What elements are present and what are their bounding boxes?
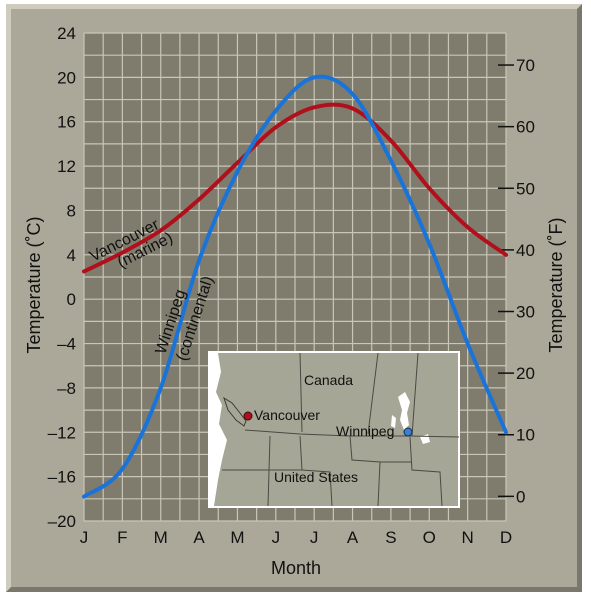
map-borders (222, 352, 460, 507)
y-tick-label-celsius: –8 (57, 379, 76, 398)
map-label-canada: Canada (304, 372, 353, 388)
winnipeg-marker (403, 427, 413, 437)
map-lake-winnipeg (398, 392, 410, 430)
inset-map: Canada United States Vancouver Winnipeg (208, 351, 460, 508)
y-tick-label-fahrenheit: 60 (516, 118, 535, 137)
y-axis-label-left: Temperature (˚C) (24, 216, 44, 353)
y-tick-label-celsius: 4 (67, 246, 76, 265)
map-label-vancouver: Vancouver (254, 407, 320, 423)
y-tick-label-celsius: –4 (57, 335, 76, 354)
series-line-vancouver (82, 102, 508, 274)
map-vancouver-island (223, 396, 247, 427)
y-tick-label-celsius: –20 (48, 512, 76, 531)
x-tick-label: J (80, 528, 89, 547)
y-axis-fahrenheit: 70 60 50 40 30 20 10 0 (498, 56, 535, 506)
y-axis-label-right: Temperature (˚F) (546, 217, 566, 352)
y-tick-label-fahrenheit: 20 (516, 364, 535, 383)
y-tick-label-fahrenheit: 10 (516, 426, 535, 445)
map-pacific-ocean (210, 353, 227, 506)
x-tick-label: J (310, 528, 319, 547)
y-tick-label-celsius: 24 (57, 24, 76, 43)
map-background (208, 351, 460, 508)
y-tick-label-celsius: 8 (67, 201, 76, 220)
x-tick-label: S (385, 528, 396, 547)
x-tick-label: J (272, 528, 281, 547)
x-tick-label: M (230, 528, 244, 547)
y-tick-label-fahrenheit: 30 (516, 303, 535, 322)
x-tick-label: O (423, 528, 436, 547)
y-tick-label-celsius: 0 (67, 290, 76, 309)
y-tick-label-celsius: 16 (57, 113, 76, 132)
x-tick-label: F (117, 528, 127, 547)
y-tick-label-fahrenheit: 40 (516, 241, 535, 260)
y-tick-label-celsius: 20 (57, 68, 76, 87)
x-tick-label: A (193, 528, 205, 547)
y-tick-label-celsius: 12 (57, 157, 76, 176)
x-tick-label: N (461, 528, 473, 547)
x-tick-label: A (347, 528, 359, 547)
map-lake-manitoba (391, 415, 396, 428)
map-label-winnipeg: Winnipeg (336, 423, 394, 439)
x-tick-label: D (500, 528, 512, 547)
vancouver-marker (243, 411, 253, 421)
x-axis-label: Month (271, 558, 321, 578)
y-tick-label-celsius: –12 (48, 423, 76, 442)
y-tick-label-fahrenheit: 70 (516, 56, 535, 75)
y-tick-label-celsius: –16 (48, 468, 76, 487)
map-label-united-states: United States (274, 469, 358, 485)
x-tick-label: M (154, 528, 168, 547)
y-tick-label-fahrenheit: 50 (516, 179, 535, 198)
y-axis-celsius: 24 20 16 12 8 4 0 –4 –8 –12 –16 –20 (48, 24, 76, 531)
y-tick-label-fahrenheit: 0 (516, 487, 525, 506)
series-line-winnipeg (82, 74, 508, 499)
